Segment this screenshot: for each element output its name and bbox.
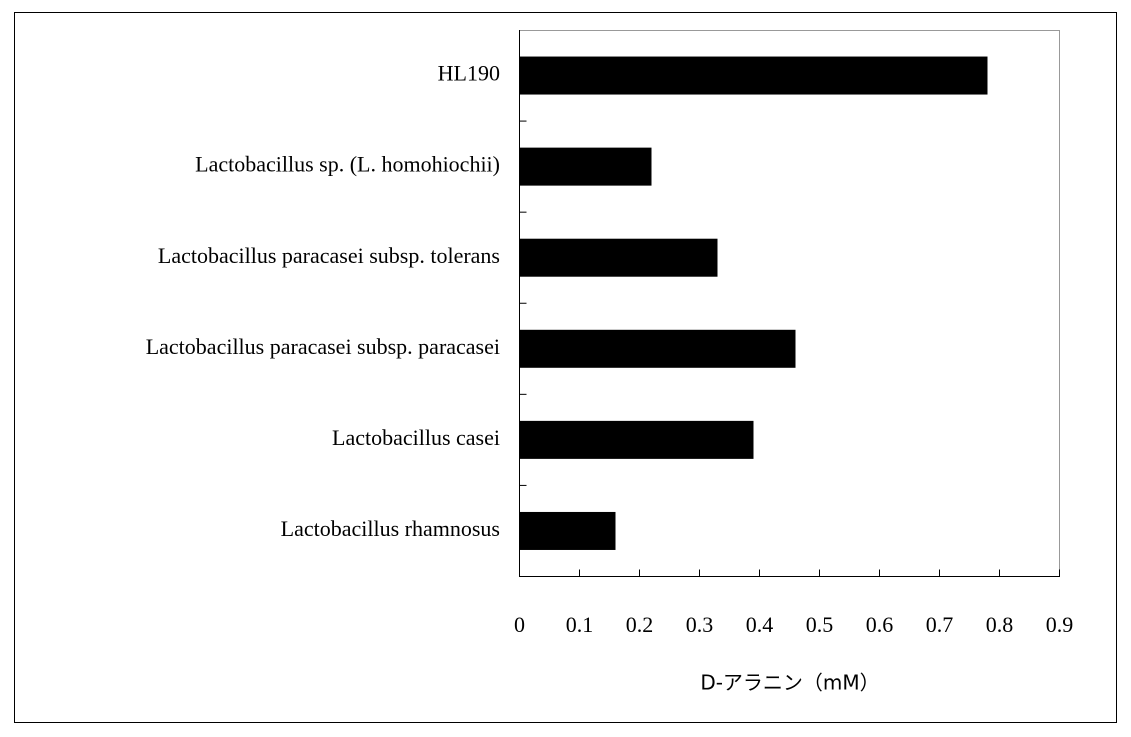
y-tick-label: Lactobacillus sp. (L. homohiochii) — [195, 152, 500, 177]
y-tick-label: Lactobacillus paracasei subsp. tolerans — [158, 243, 500, 268]
frame — [14, 12, 1117, 723]
y-tick-label: Lactobacillus rhamnosus — [281, 516, 500, 541]
x-tick-label: 0.4 — [746, 612, 774, 637]
y-tick-label: HL190 — [438, 61, 500, 86]
bar — [519, 420, 754, 459]
x-tick-label: 0.8 — [986, 612, 1014, 637]
x-tick-label: 0.6 — [866, 612, 894, 637]
bar — [519, 329, 796, 368]
bar — [519, 238, 718, 277]
y-tick-label: Lactobacillus paracasei subsp. paracasei — [146, 334, 500, 359]
bar — [519, 56, 988, 95]
x-tick-label: 0.2 — [626, 612, 654, 637]
x-tick-label: 0.5 — [806, 612, 834, 637]
x-tick-label: 0.9 — [1046, 612, 1074, 637]
x-tick-label: 0.1 — [566, 612, 594, 637]
bar — [519, 147, 652, 186]
x-axis-title: D-アラニン（mM） — [700, 671, 879, 695]
x-tick-label: 0 — [514, 612, 525, 637]
y-tick-label: Lactobacillus casei — [332, 425, 500, 450]
bar — [519, 511, 616, 550]
x-tick-label: 0.3 — [686, 612, 714, 637]
x-tick-label: 0.7 — [926, 612, 954, 637]
